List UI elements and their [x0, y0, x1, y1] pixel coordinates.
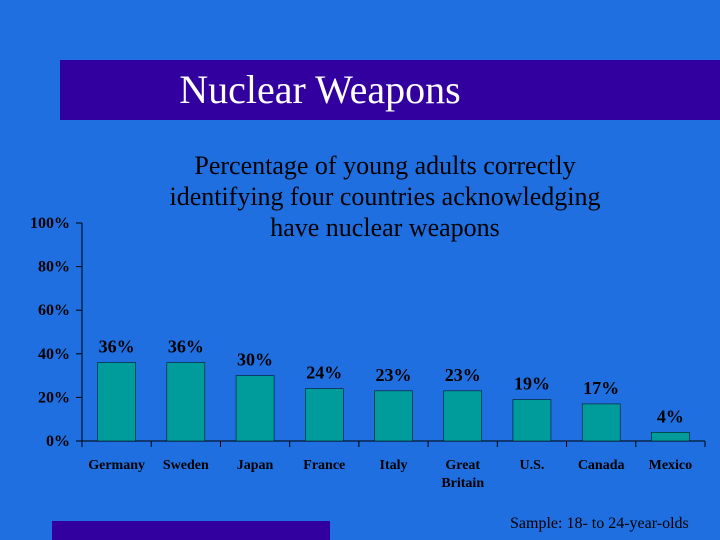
chart-subtitle: Percentage of young adults correctly ide…	[140, 150, 630, 243]
data-label: 19%	[514, 374, 550, 394]
data-label: 36%	[168, 337, 204, 357]
bar	[374, 390, 413, 442]
sample-note: Sample: 18- to 24-year-olds	[510, 515, 689, 532]
x-tick-label: France	[303, 458, 345, 473]
bar	[97, 362, 136, 442]
data-label: 4%	[657, 406, 684, 426]
y-tick-label: 40%	[38, 346, 70, 363]
data-label: 24%	[306, 363, 342, 383]
x-tick-label: Sweden	[163, 458, 209, 473]
bar	[443, 390, 482, 442]
x-tick-label: Mexico	[649, 458, 693, 473]
data-label: 17%	[583, 378, 619, 398]
y-tick-label: 100%	[30, 215, 70, 232]
bar	[581, 403, 621, 442]
bar	[235, 375, 275, 442]
data-label: 23%	[445, 365, 481, 385]
x-tick-label: U.S.	[519, 458, 544, 473]
data-label: 30%	[237, 350, 273, 370]
y-tick-label: 80%	[38, 259, 70, 276]
subtitle-line-1: Percentage of young adults correctly	[194, 151, 576, 180]
x-tick-label: Canada	[578, 458, 625, 473]
y-tick-label: 20%	[38, 389, 70, 406]
bar	[512, 399, 552, 442]
x-tick-label: Italy	[380, 458, 408, 473]
x-tick-label: Japan	[237, 458, 274, 473]
subtitle-line-3: have nuclear weapons	[270, 213, 500, 242]
x-tick-label: Britain	[441, 476, 484, 491]
data-label: 23%	[376, 365, 412, 385]
bar	[651, 432, 690, 442]
x-tick-label: Germany	[88, 458, 145, 473]
data-label: 36%	[99, 337, 135, 357]
y-tick-label: 0%	[46, 433, 70, 450]
bar	[305, 388, 344, 442]
title-band	[60, 60, 720, 120]
page-title: Nuclear Weapons	[179, 67, 461, 112]
subtitle-line-2: identifying four countries acknowledging	[169, 182, 601, 211]
x-tick-label: Great	[445, 458, 480, 473]
bar	[166, 362, 206, 442]
bottom-bar	[52, 521, 330, 540]
y-tick-label: 60%	[38, 302, 70, 319]
